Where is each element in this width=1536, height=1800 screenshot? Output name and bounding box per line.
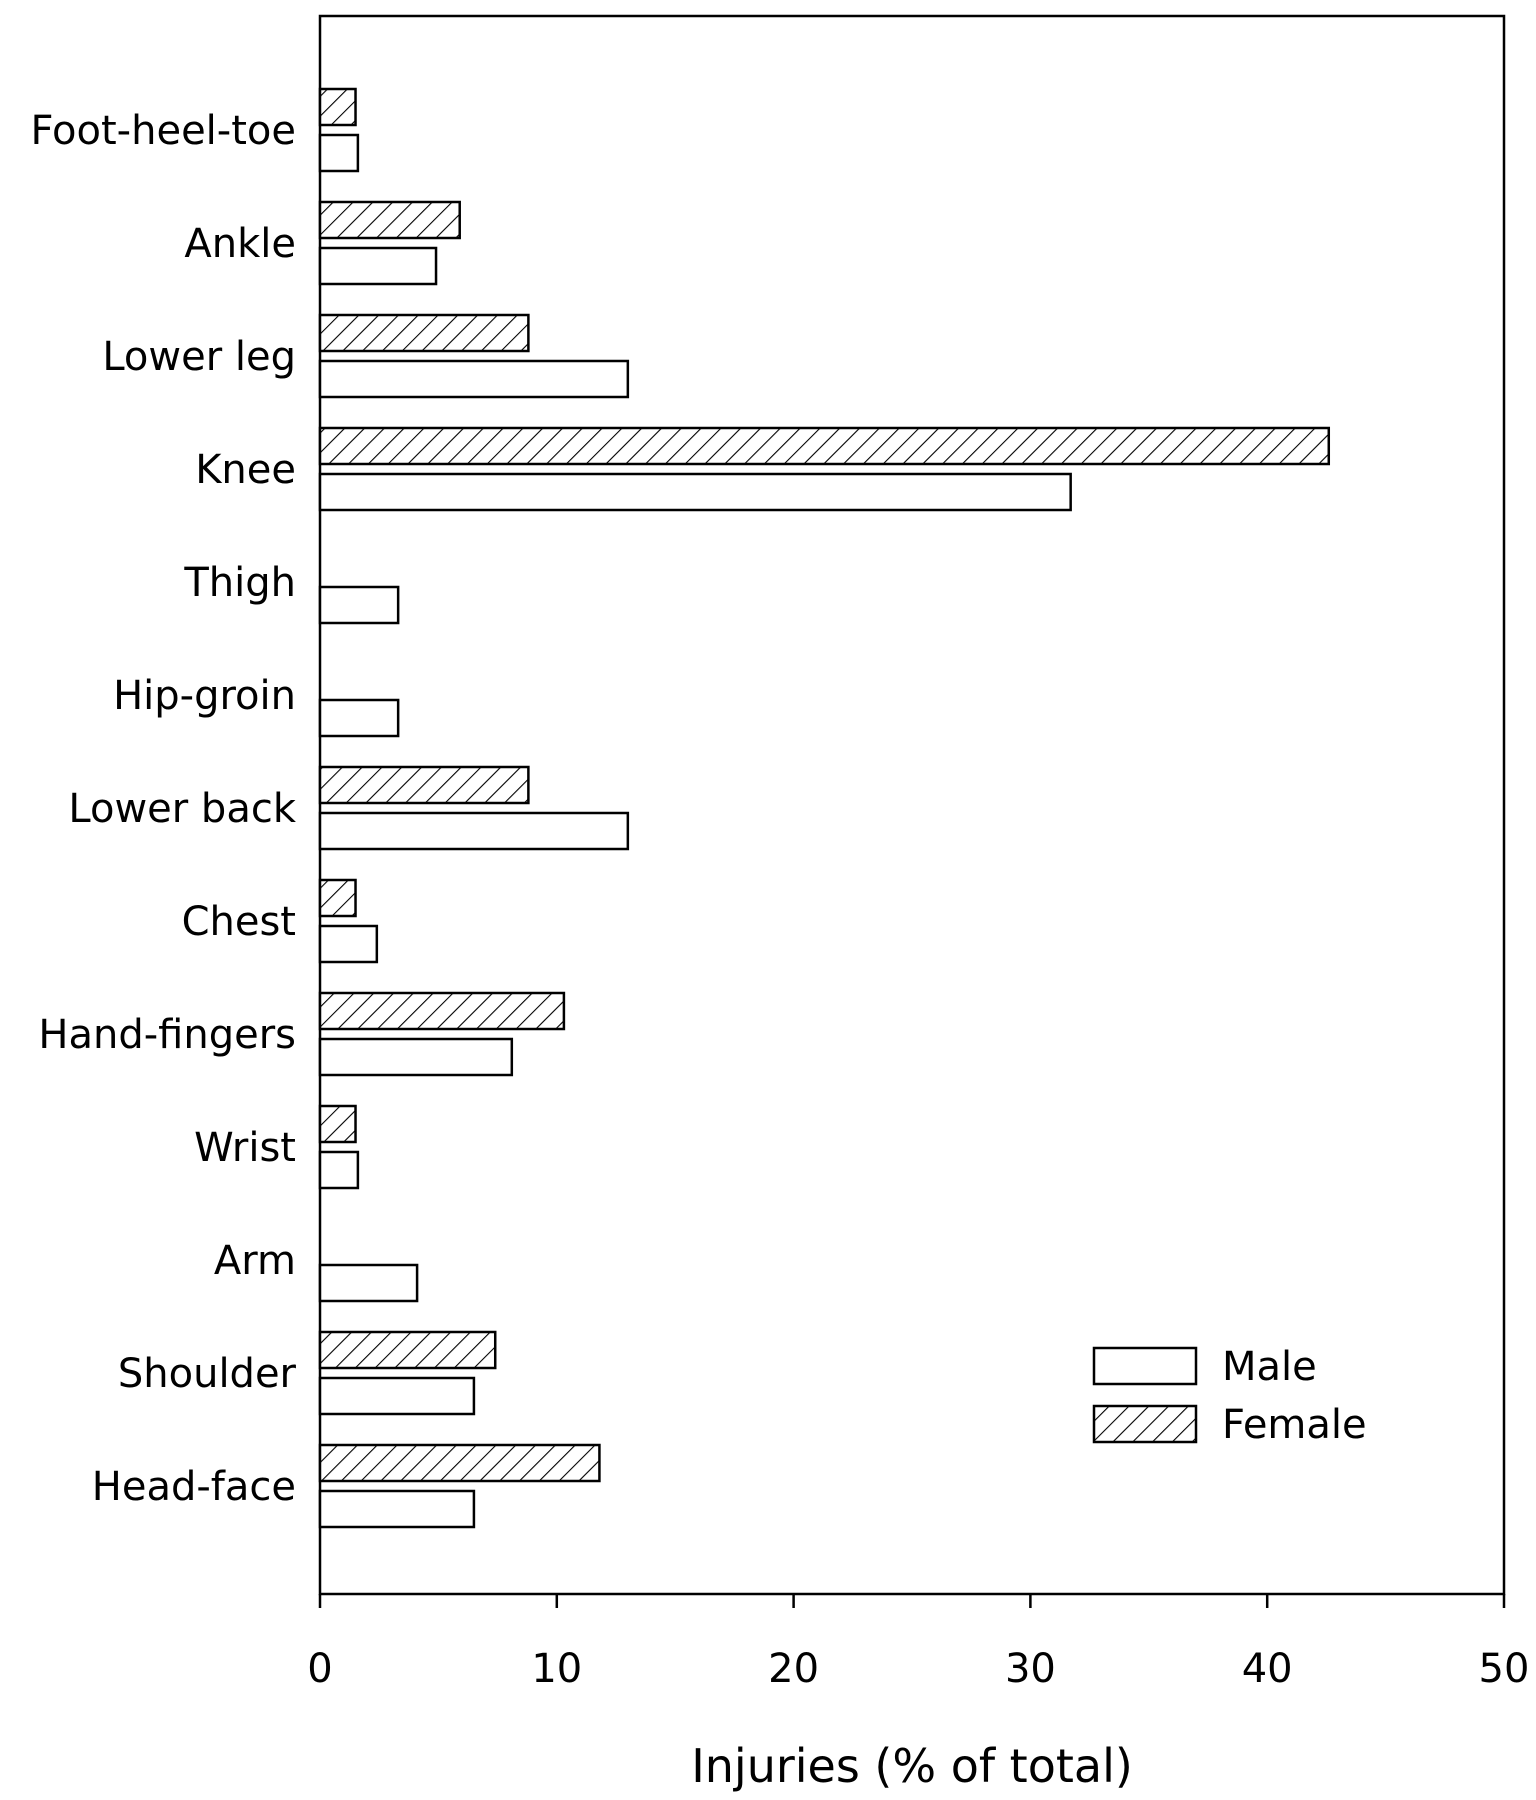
plot-frame <box>318 14 1506 1596</box>
bar-female-chest <box>318 878 357 918</box>
category-label-hip-groin: Hip-groin <box>113 673 296 719</box>
category-label-knee: Knee <box>195 447 296 493</box>
legend-swatch-female <box>1092 1404 1198 1444</box>
bar-male-lower-leg <box>318 359 630 399</box>
bar-male-arm <box>318 1263 419 1303</box>
bar-male-foot-heel-toe <box>318 133 360 173</box>
x-tick-label: 20 <box>768 1646 819 1692</box>
category-label-foot-heel-toe: Foot-heel-toe <box>30 108 296 154</box>
bar-female-lower-leg <box>318 313 530 353</box>
category-label-hand-fingers: Hand-fingers <box>38 1012 296 1058</box>
bar-female-ankle <box>318 200 461 240</box>
x-tick-label: 30 <box>1005 1646 1056 1692</box>
x-tick-label: 50 <box>1479 1646 1530 1692</box>
bar-female-head-face <box>318 1443 601 1483</box>
category-label-ankle: Ankle <box>184 221 296 267</box>
bar-male-thigh <box>318 585 400 625</box>
bar-male-ankle <box>318 246 438 286</box>
bar-male-hand-fingers <box>318 1037 514 1077</box>
bar-male-shoulder <box>318 1376 476 1416</box>
bars-group <box>318 87 1331 1529</box>
bar-female-hand-fingers <box>318 991 566 1031</box>
x-tick-label: 0 <box>307 1646 332 1692</box>
bar-male-hip-groin <box>318 698 400 738</box>
category-label-arm: Arm <box>214 1238 296 1284</box>
x-tick-label: 10 <box>531 1646 582 1692</box>
category-label-thigh: Thigh <box>183 560 296 606</box>
x-axis-title: Injuries (% of total) <box>691 1739 1133 1793</box>
bar-male-chest <box>318 924 379 964</box>
bar-male-lower-back <box>318 811 630 851</box>
legend-label-female: Female <box>1222 1402 1367 1448</box>
bar-male-head-face <box>318 1489 476 1529</box>
bar-female-wrist <box>318 1104 357 1144</box>
bar-male-wrist <box>318 1150 360 1190</box>
x-axis-ticks: 0 10 20 30 40 50 <box>307 1594 1529 1692</box>
bar-female-foot-heel-toe <box>318 87 357 127</box>
legend-swatch-male <box>1092 1346 1198 1386</box>
bar-female-lower-back <box>318 765 530 805</box>
category-label-wrist: Wrist <box>194 1125 296 1171</box>
bar-male-knee <box>318 472 1072 512</box>
bar-female-knee <box>318 426 1331 466</box>
category-label-lower-back: Lower back <box>68 786 296 832</box>
legend: Male Female <box>1092 1344 1367 1448</box>
bar-female-shoulder <box>318 1330 497 1370</box>
category-label-lower-leg: Lower leg <box>102 334 296 380</box>
category-label-head-face: Head-face <box>92 1464 296 1510</box>
category-label-shoulder: Shoulder <box>118 1351 297 1397</box>
category-labels: Foot-heel-toe Ankle Lower leg Knee Thigh Hip-… <box>30 108 296 1510</box>
legend-label-male: Male <box>1222 1344 1317 1390</box>
category-label-chest: Chest <box>182 899 296 945</box>
x-tick-label: 40 <box>1242 1646 1293 1692</box>
